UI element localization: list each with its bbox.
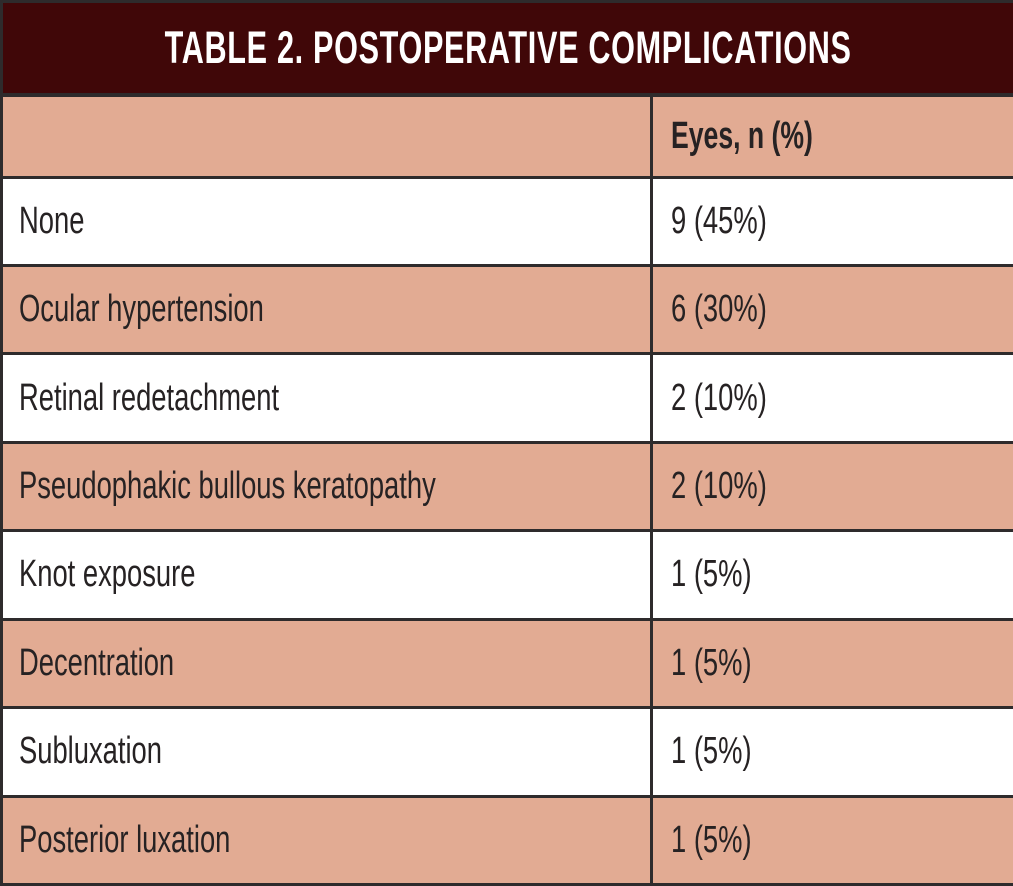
value-cell: 2 (10%) — [650, 440, 1013, 533]
table-row: Decentration 1 (5%) — [0, 617, 1013, 710]
complication-label: Decentration — [19, 641, 175, 684]
table-title-bar: TABLE 2. POSTOPERATIVE COMPLICATIONS — [0, 0, 1013, 97]
complication-cell: Pseudophakic bullous keratopathy — [0, 440, 653, 533]
table-title-row: TABLE 2. POSTOPERATIVE COMPLICATIONS — [0, 0, 1013, 97]
eyes-value: 6 (30%) — [671, 288, 767, 331]
complication-label: None — [19, 199, 85, 242]
table-title: TABLE 2. POSTOPERATIVE COMPLICATIONS — [164, 22, 852, 73]
complication-cell: Knot exposure — [0, 529, 653, 621]
eyes-value: 2 (10%) — [671, 465, 767, 508]
complication-label: Retinal redetachment — [19, 376, 280, 419]
value-cell: 2 (10%) — [650, 352, 1013, 444]
table-row: Posterior luxation 1 (5%) — [0, 794, 1013, 886]
header-label-eyes: Eyes, n (%) — [671, 114, 813, 157]
value-cell: 9 (45%) — [650, 175, 1013, 267]
eyes-value: 1 (5%) — [671, 553, 752, 596]
complication-cell: Decentration — [0, 617, 653, 710]
value-cell: 1 (5%) — [650, 794, 1013, 886]
table-row: Subluxation 1 (5%) — [0, 706, 1013, 798]
eyes-value: 1 (5%) — [671, 641, 752, 684]
complication-label: Knot exposure — [19, 553, 196, 596]
value-cell: 6 (30%) — [650, 263, 1013, 356]
complication-cell: Subluxation — [0, 706, 653, 798]
table-row: Pseudophakic bullous keratopathy 2 (10%) — [0, 440, 1013, 533]
complication-label: Subluxation — [19, 730, 162, 773]
table-row: Retinal redetachment 2 (10%) — [0, 352, 1013, 444]
complication-cell: Ocular hypertension — [0, 263, 653, 356]
table-row: None 9 (45%) — [0, 175, 1013, 267]
value-cell: 1 (5%) — [650, 706, 1013, 798]
table-row: Knot exposure 1 (5%) — [0, 529, 1013, 621]
complication-cell: Retinal redetachment — [0, 352, 653, 444]
eyes-value: 1 (5%) — [671, 818, 752, 861]
table-header-row: Eyes, n (%) — [0, 93, 1013, 179]
value-cell: 1 (5%) — [650, 617, 1013, 710]
eyes-value: 2 (10%) — [671, 376, 767, 419]
complication-cell: None — [0, 175, 653, 267]
complication-label: Posterior luxation — [19, 818, 231, 861]
header-cell-eyes: Eyes, n (%) — [650, 93, 1013, 179]
eyes-value: 9 (45%) — [671, 199, 767, 242]
eyes-value: 1 (5%) — [671, 730, 752, 773]
complication-label: Pseudophakic bullous keratopathy — [19, 465, 436, 508]
complication-cell: Posterior luxation — [0, 794, 653, 886]
value-cell: 1 (5%) — [650, 529, 1013, 621]
complication-label: Ocular hypertension — [19, 288, 264, 331]
table-row: Ocular hypertension 6 (30%) — [0, 263, 1013, 356]
header-cell-complication — [0, 93, 653, 179]
